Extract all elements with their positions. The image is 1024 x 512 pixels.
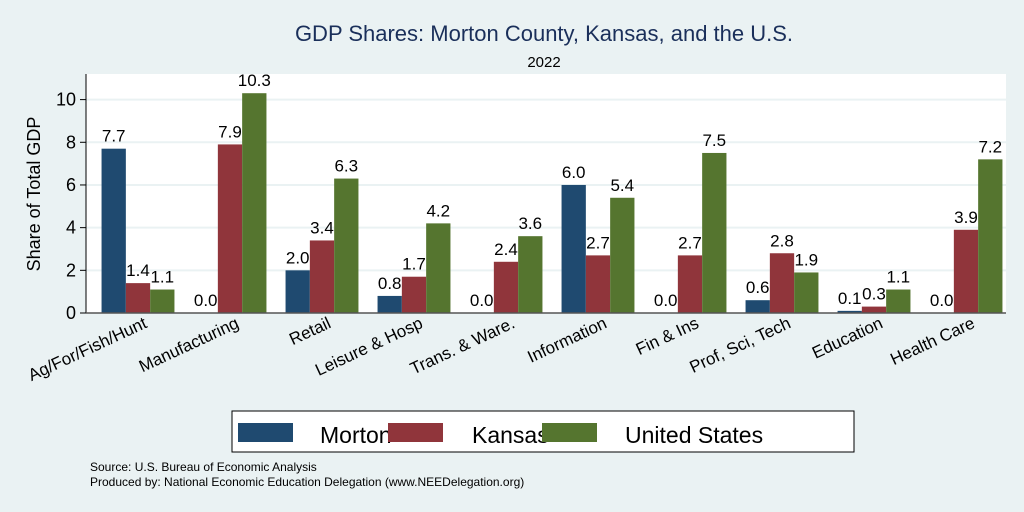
x-category-label: Information xyxy=(525,313,610,366)
data-label: 10.3 xyxy=(238,71,271,90)
y-tick-label: 2 xyxy=(66,260,76,280)
bar-kansas xyxy=(769,253,795,313)
x-category-label: Manufacturing xyxy=(136,313,242,376)
bar-kansas xyxy=(861,306,887,313)
bar-morton xyxy=(285,270,310,313)
bar-united-states xyxy=(518,236,543,313)
data-label: 0.0 xyxy=(930,291,954,310)
data-label: 2.4 xyxy=(494,240,518,259)
data-label: 7.9 xyxy=(218,122,242,141)
legend-label: Kansas xyxy=(472,422,549,448)
bar-kansas xyxy=(953,229,979,313)
data-label: 0.8 xyxy=(378,274,402,293)
bar-united-states xyxy=(334,178,359,313)
source-note: Source: U.S. Bureau of Economic Analysis xyxy=(90,460,317,474)
x-category-label: Education xyxy=(809,313,886,362)
data-label: 0.6 xyxy=(746,278,770,297)
x-category-label: Health Care xyxy=(887,313,977,369)
x-category-label: Fin & Ins xyxy=(633,313,702,359)
legend-swatch-morton xyxy=(238,423,293,442)
data-label: 2.8 xyxy=(770,231,794,250)
bar-kansas xyxy=(217,144,243,313)
source-notes: Source: U.S. Bureau of Economic Analysis… xyxy=(90,460,524,489)
x-category-label: Ag/For/Fish/Hunt xyxy=(25,313,150,385)
bar-united-states xyxy=(702,152,727,313)
y-tick-label: 10 xyxy=(56,90,76,110)
data-label: 7.5 xyxy=(702,131,726,150)
legend-swatch-united-states xyxy=(542,423,597,442)
bar-morton xyxy=(561,184,586,313)
data-label: 0.0 xyxy=(654,291,678,310)
data-label: 7.2 xyxy=(978,137,1002,156)
data-label: 4.2 xyxy=(426,201,450,220)
data-label: 6.0 xyxy=(562,163,586,182)
bar-united-states xyxy=(150,289,175,313)
bar-united-states xyxy=(794,272,819,313)
bar-kansas xyxy=(585,255,611,313)
bar-kansas xyxy=(401,276,427,313)
data-label: 1.4 xyxy=(126,261,150,280)
bar-morton xyxy=(377,295,402,313)
x-category-label: Prof, Sci, Tech xyxy=(687,313,794,376)
data-label: 0.3 xyxy=(862,285,886,304)
legend-swatch-kansas xyxy=(388,423,443,442)
bar-kansas xyxy=(677,255,703,313)
chart-title: GDP Shares: Morton County, Kansas, and t… xyxy=(295,21,793,46)
data-label: 0.1 xyxy=(838,289,862,308)
bar-kansas xyxy=(309,240,335,313)
y-axis-title: Share of Total GDP xyxy=(24,117,44,272)
bar-kansas xyxy=(125,283,151,313)
data-label: 3.4 xyxy=(310,218,334,237)
data-label: 0.0 xyxy=(470,291,494,310)
data-label: 1.1 xyxy=(886,268,910,287)
data-label: 5.4 xyxy=(610,176,634,195)
data-label: 1.7 xyxy=(402,255,426,274)
data-label: 1.9 xyxy=(794,250,818,269)
data-label: 1.1 xyxy=(150,268,174,287)
y-tick-label: 4 xyxy=(66,218,76,238)
source-note: Produced by: National Economic Education… xyxy=(90,475,524,489)
data-label: 7.7 xyxy=(102,127,126,146)
legend: Morton Kansas United States xyxy=(231,410,855,453)
bar-united-states xyxy=(610,197,635,313)
legend-label: Morton xyxy=(320,422,392,448)
data-label: 6.3 xyxy=(334,157,358,176)
data-label: 3.9 xyxy=(954,208,978,227)
bar-kansas xyxy=(493,261,519,313)
y-tick-label: 6 xyxy=(66,175,76,195)
data-label: 2.7 xyxy=(586,233,610,252)
data-label: 2.7 xyxy=(678,233,702,252)
chart-subtitle: 2022 xyxy=(527,54,560,71)
bar-morton xyxy=(837,310,862,313)
data-label: 3.6 xyxy=(518,214,542,233)
bar-morton xyxy=(745,300,770,313)
bar-united-states xyxy=(978,159,1003,313)
x-category-label: Retail xyxy=(286,313,333,349)
bar-united-states xyxy=(242,93,267,314)
y-tick-label: 8 xyxy=(66,132,76,152)
bar-united-states xyxy=(886,289,911,313)
x-category-label: Trans. & Ware. xyxy=(407,313,517,378)
bar-united-states xyxy=(426,223,451,313)
data-label: 2.0 xyxy=(286,248,310,267)
bar-morton xyxy=(101,148,126,313)
y-tick-label: 0 xyxy=(66,303,76,323)
data-label: 0.0 xyxy=(194,291,218,310)
legend-label: United States xyxy=(625,422,763,448)
